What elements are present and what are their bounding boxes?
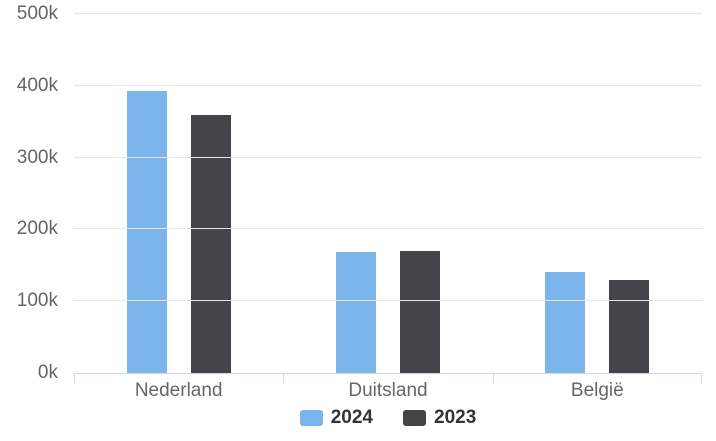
x-axis-line <box>74 373 702 374</box>
legend-label: 2023 <box>434 407 477 428</box>
plot-area <box>74 13 702 374</box>
x-axis-label-duitsland: Duitsland <box>348 380 428 401</box>
y-axis-tick-label: 500k <box>16 3 58 24</box>
legend-swatch-2023 <box>403 410 426 426</box>
x-axis-tick <box>74 373 75 383</box>
gridline <box>74 13 702 14</box>
y-axis-tick-label: 100k <box>16 290 58 312</box>
gridline <box>74 84 702 86</box>
gridline <box>74 156 702 158</box>
bar-nederland-2024[interactable] <box>126 90 167 373</box>
y-axis-tick-label: 300k <box>16 146 58 168</box>
x-axis-label-belgie: België <box>570 380 624 401</box>
x-axis-tick <box>283 373 284 383</box>
category-group-duitsland <box>283 14 492 373</box>
bar-belgie-2023[interactable] <box>609 279 650 373</box>
y-axis-tick-label: 200k <box>16 218 58 240</box>
x-axis-tick <box>493 373 494 383</box>
bar-duitsland-2023[interactable] <box>399 250 440 373</box>
x-axis-labels: Nederland Duitsland België <box>74 380 702 402</box>
legend-item-2024[interactable]: 2024 <box>299 407 373 429</box>
legend-item-2023[interactable]: 2023 <box>403 407 476 429</box>
legend-label: 2024 <box>330 407 373 428</box>
legend-swatch-2024 <box>299 410 323 426</box>
y-axis-tick-label: 0k <box>37 362 58 383</box>
bar-belgie-2024[interactable] <box>545 271 586 373</box>
bar-nederland-2023[interactable] <box>190 115 231 373</box>
category-group-belgie <box>493 14 702 373</box>
legend: 2024 2023 <box>74 407 702 429</box>
x-axis-tick <box>701 373 702 383</box>
bar-duitsland-2024[interactable] <box>335 251 376 373</box>
bars <box>74 14 702 373</box>
gridline <box>74 300 702 302</box>
y-axis-tick-label: 400k <box>16 74 58 96</box>
x-axis-label-nederland: Nederland <box>134 380 223 401</box>
gridline <box>74 228 702 230</box>
category-group-nederland <box>74 14 283 373</box>
